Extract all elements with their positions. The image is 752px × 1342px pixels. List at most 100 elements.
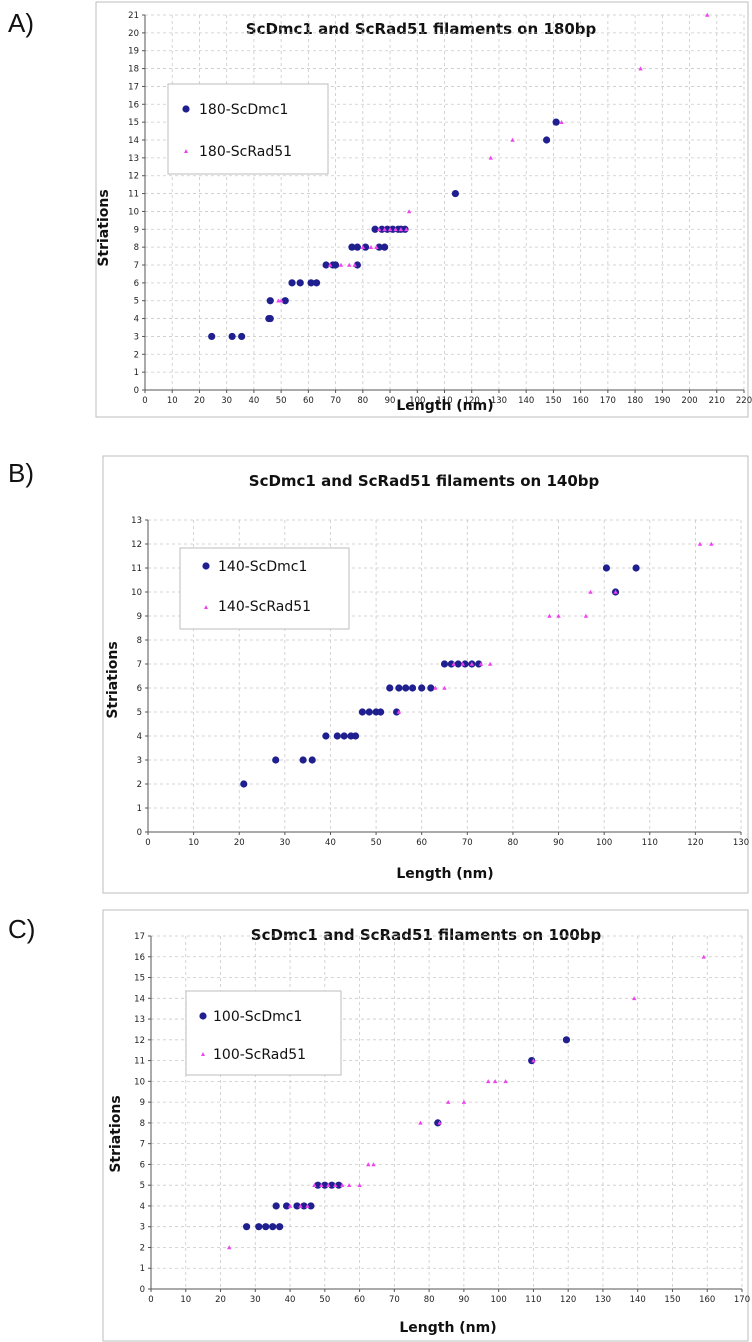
- y-tick-label: 5: [134, 297, 139, 307]
- data-point-rad51: [478, 661, 484, 666]
- y-tick-label: 6: [134, 279, 139, 289]
- x-tick-label: 40: [325, 838, 336, 848]
- y-tick-label: 5: [137, 708, 142, 718]
- data-point-dmc1: [299, 756, 307, 764]
- x-tick-label: 190: [654, 396, 670, 406]
- y-tick-label: 12: [131, 540, 142, 550]
- y-tick-label: 13: [131, 516, 142, 526]
- data-point-dmc1: [427, 684, 435, 692]
- y-tick-label: 12: [128, 172, 139, 182]
- scatter-chart-c: ScDmc1 and ScRad51 filaments on 100bp 0 1…: [102, 909, 750, 1342]
- x-tick-label: 80: [357, 396, 368, 406]
- legend-label-rad51: 140-ScRad51: [218, 599, 311, 615]
- data-point-dmc1: [307, 279, 315, 287]
- data-point-rad51: [547, 613, 552, 618]
- x-tick-label: 120: [560, 1295, 576, 1305]
- y-tick-label: 9: [134, 225, 139, 235]
- data-point-rad51: [531, 1058, 536, 1063]
- y-tick-label: 7: [140, 1140, 145, 1150]
- data-point-rad51: [406, 209, 412, 214]
- x-tick-label: 80: [424, 1295, 435, 1305]
- y-tick-label: 2: [137, 780, 142, 790]
- data-point-rad51: [326, 1182, 331, 1187]
- data-point-rad51: [376, 227, 382, 232]
- data-point-rad51: [705, 12, 710, 17]
- data-point-rad51: [461, 1099, 467, 1104]
- legend-label-dmc1: 100-ScDmc1: [213, 1009, 302, 1025]
- y-tick-label: 14: [134, 994, 145, 1004]
- data-point-dmc1: [300, 1202, 308, 1210]
- data-point-rad51: [278, 298, 284, 303]
- x-tick-label: 0: [148, 1295, 153, 1305]
- chart-a-legend: 180-ScDmc1 180-ScRad51: [167, 83, 329, 175]
- x-tick-label: 110: [436, 396, 452, 406]
- x-tick-label: 50: [319, 1295, 330, 1305]
- scatter-chart-a: ScDmc1 and ScRad51 filaments on 180bp 0 1…: [95, 1, 752, 418]
- x-tick-label: 90: [385, 396, 396, 406]
- legend-marker-rad51: [201, 1052, 205, 1056]
- data-point-dmc1: [381, 243, 389, 251]
- y-tick-label: 17: [134, 932, 145, 942]
- x-tick-label: 80: [508, 838, 519, 848]
- data-point-dmc1: [333, 732, 341, 740]
- data-point-rad51: [446, 1099, 451, 1104]
- x-tick-label: 220: [736, 396, 752, 406]
- x-tick-label: 40: [248, 396, 259, 406]
- y-tick-label: 1: [140, 1264, 145, 1274]
- chart-b-legend: 140-ScDmc1 140-ScRad51: [179, 547, 350, 630]
- data-point-dmc1: [348, 243, 356, 251]
- y-tick-label: 0: [140, 1285, 145, 1295]
- data-point-dmc1: [331, 261, 340, 269]
- y-tick-label: 5: [140, 1181, 145, 1191]
- legend-label-dmc1: 140-ScDmc1: [218, 559, 307, 575]
- x-tick-label: 140: [630, 1295, 646, 1305]
- chart-a-title: ScDmc1 and ScRad51 filaments on 180bp: [246, 20, 597, 38]
- data-point-rad51: [469, 661, 475, 666]
- x-tick-label: 120: [464, 396, 480, 406]
- y-tick-label: 8: [140, 1119, 145, 1129]
- y-tick-label: 12: [134, 1036, 145, 1046]
- data-point-dmc1: [266, 297, 274, 305]
- panel-label-c: C): [8, 914, 36, 944]
- x-tick-label: 10: [180, 1295, 191, 1305]
- x-tick-label: 160: [573, 396, 589, 406]
- legend-marker-dmc1: [182, 105, 190, 113]
- x-tick-label: 120: [687, 838, 703, 848]
- legend-marker-dmc1: [202, 562, 210, 570]
- x-tick-label: 170: [734, 1295, 750, 1305]
- chart-a-border: [95, 1, 749, 418]
- x-tick-label: 30: [279, 838, 290, 848]
- data-point-rad51: [368, 244, 374, 249]
- data-point-dmc1: [402, 684, 410, 692]
- data-point-dmc1: [451, 189, 459, 198]
- x-tick-label: 100: [409, 396, 425, 406]
- data-point-rad51: [374, 244, 379, 249]
- data-point-dmc1: [269, 1223, 277, 1231]
- y-tick-label: 7: [137, 660, 142, 670]
- y-tick-label: 6: [140, 1160, 145, 1170]
- data-point-rad51: [460, 661, 465, 666]
- data-point-rad51: [352, 262, 357, 267]
- data-point-rad51: [333, 1182, 338, 1187]
- data-point-rad51: [360, 244, 366, 249]
- x-tick-label: 60: [303, 396, 314, 406]
- data-point-rad51: [305, 1203, 310, 1208]
- y-tick-label: 11: [134, 1057, 145, 1067]
- y-tick-label: 14: [128, 136, 139, 146]
- x-tick-label: 30: [250, 1295, 261, 1305]
- y-tick-label: 16: [128, 100, 139, 110]
- y-tick-label: 9: [137, 612, 142, 622]
- chart-a-x-axis-title: Length (nm): [396, 398, 493, 414]
- data-point-dmc1: [288, 279, 296, 287]
- x-tick-label: 210: [709, 396, 725, 406]
- chart-b-x-axis-title: Length (nm): [396, 866, 493, 882]
- legend-marker-rad51: [204, 605, 208, 609]
- y-tick-label: 10: [131, 588, 142, 598]
- chart-b-y-axis-title: Striations: [105, 641, 121, 718]
- data-point-rad51: [347, 262, 352, 267]
- y-tick-label: 3: [134, 332, 139, 342]
- data-point-dmc1: [293, 1202, 301, 1210]
- x-tick-label: 160: [699, 1295, 715, 1305]
- data-point-dmc1: [276, 1223, 284, 1231]
- y-tick-label: 21: [128, 11, 139, 21]
